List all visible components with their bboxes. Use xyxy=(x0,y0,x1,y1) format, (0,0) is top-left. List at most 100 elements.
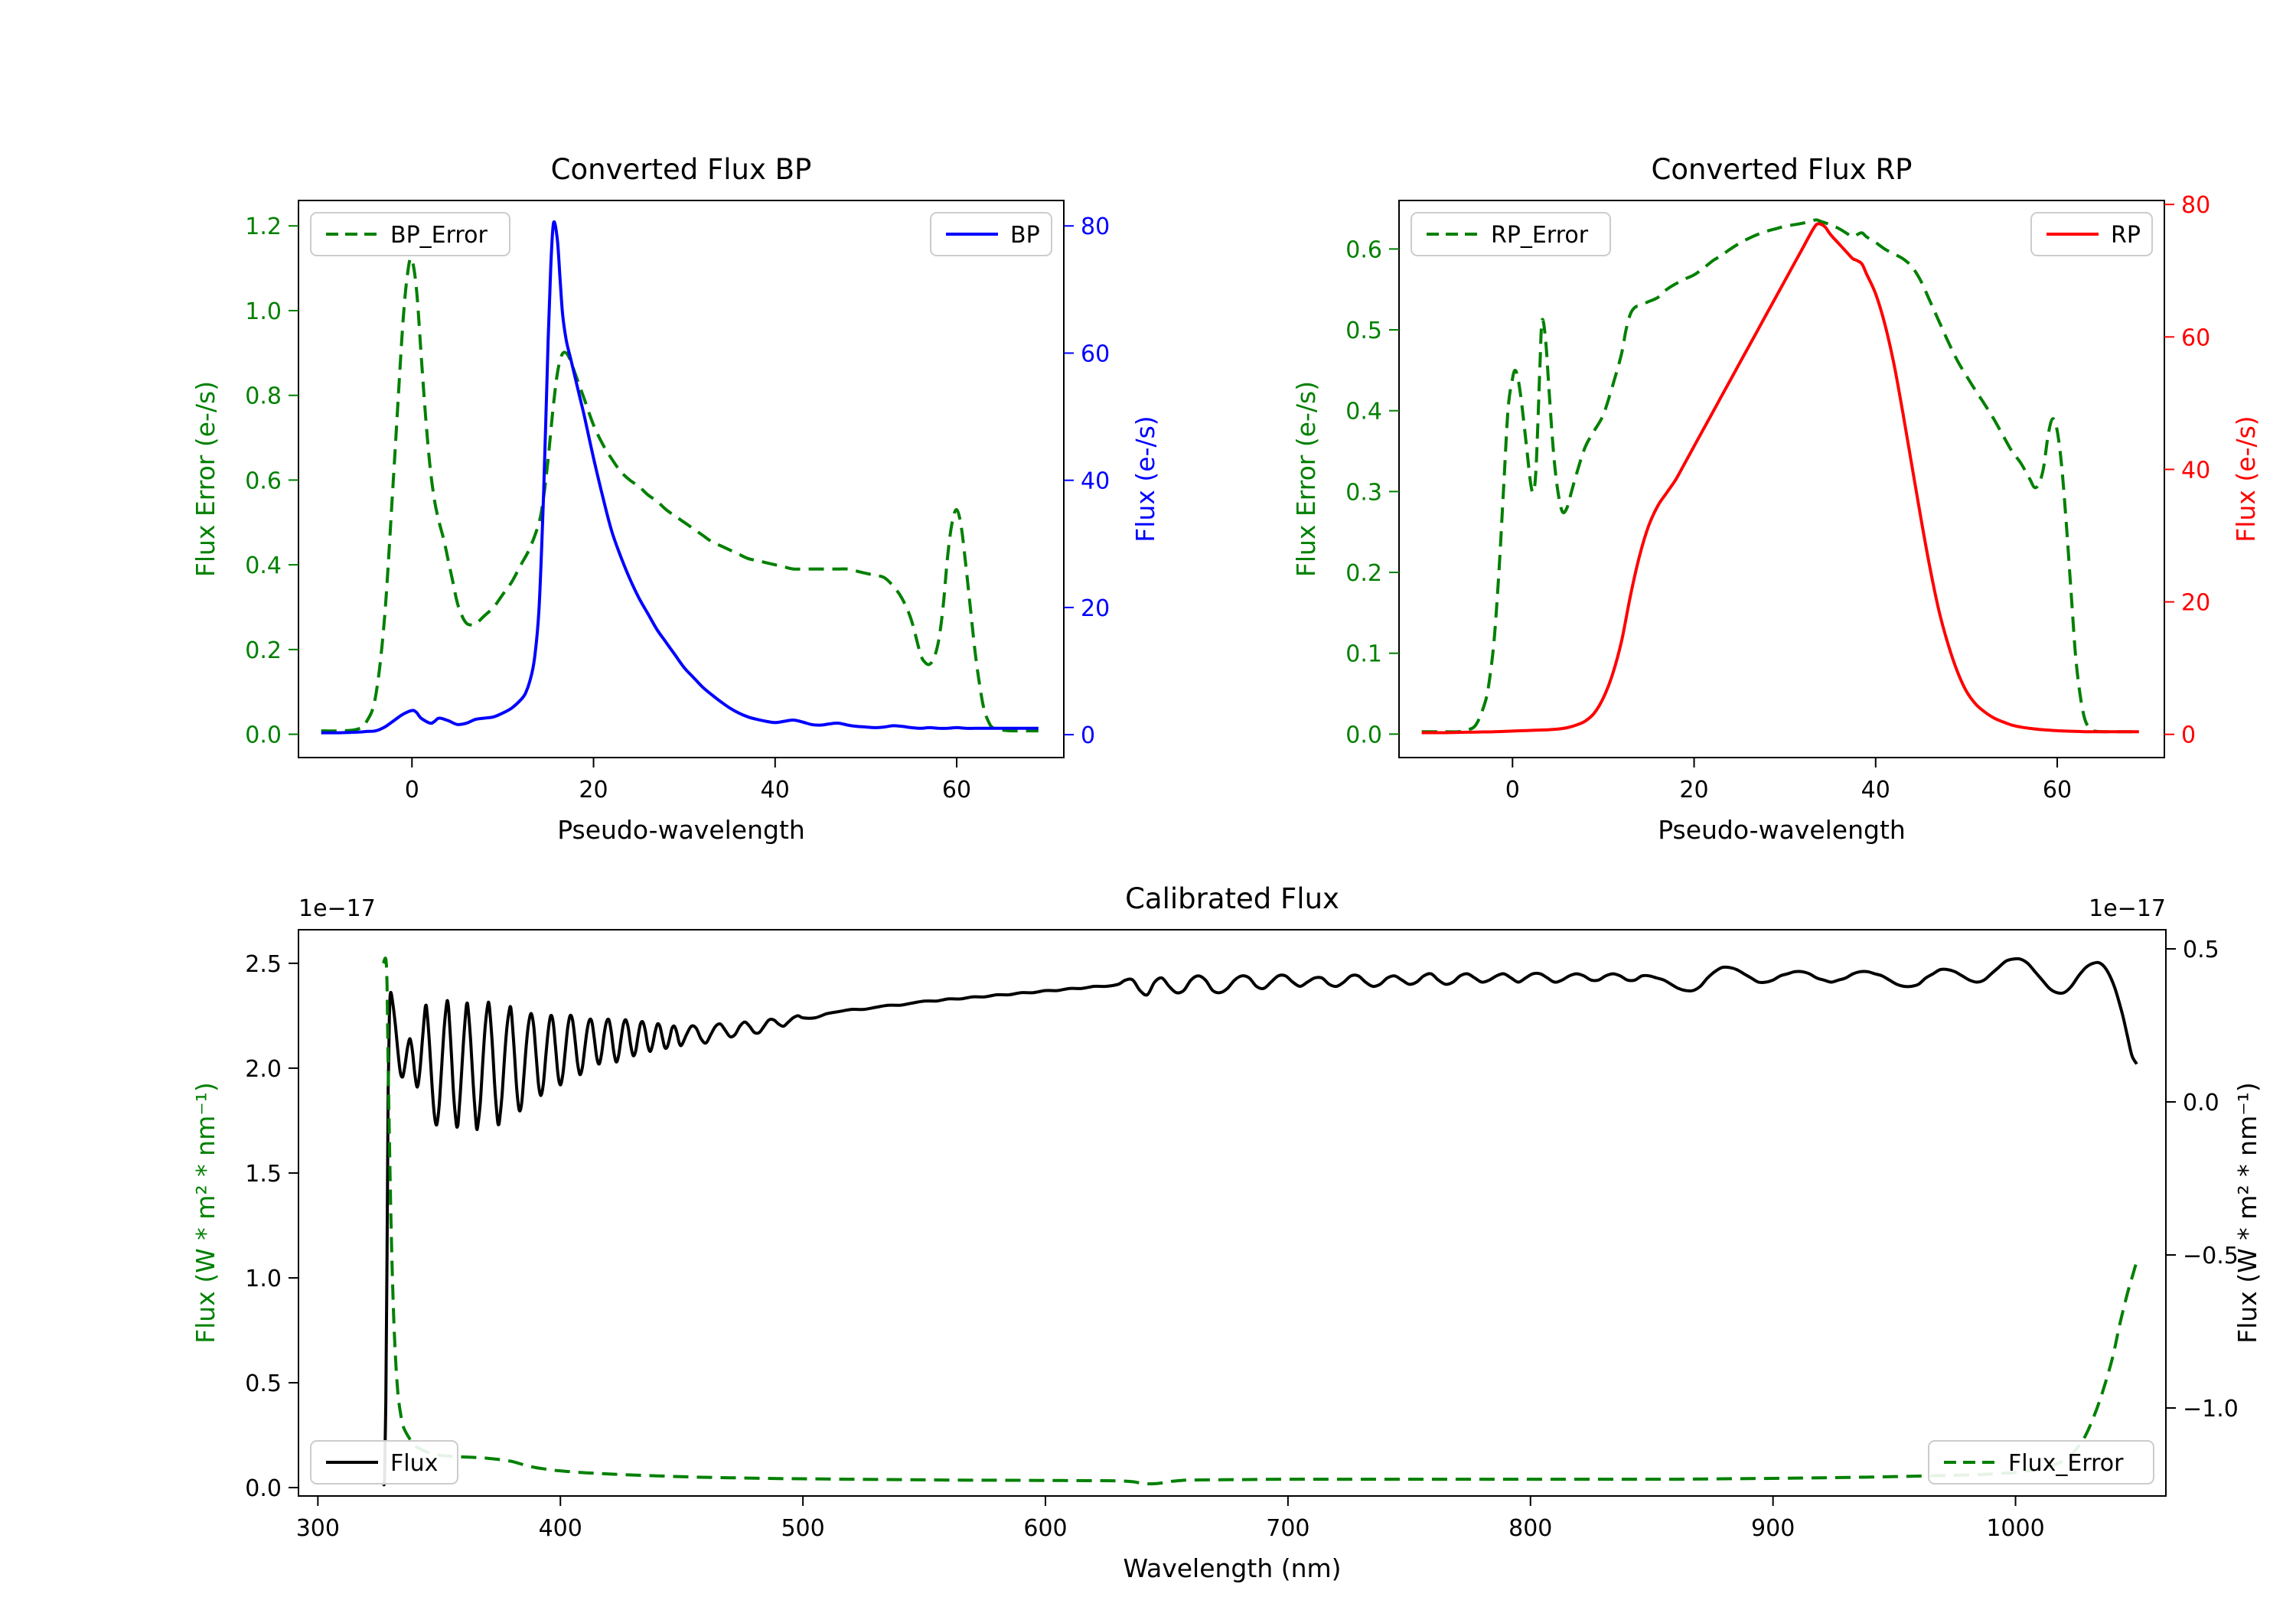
legend-box xyxy=(1411,212,1611,256)
cal-axes-frame xyxy=(298,929,2167,1497)
cal-chart: 300 400 500 600 700 800 900 1000 Wavelength (nm)… xyxy=(191,882,2262,1583)
bp-right-y-axis: 0 20 40 60 80 Flux (e-/s) xyxy=(1064,213,1160,749)
x-tick-label: 900 xyxy=(1751,1515,1795,1542)
bp-left-y-axis-label: Flux Error (e-/s) xyxy=(191,381,220,577)
x-tick-label: 20 xyxy=(1679,777,1708,803)
flux-line xyxy=(381,957,2138,1487)
rp-axes-frame xyxy=(1398,200,2165,758)
legend-flux: Flux xyxy=(310,1440,458,1485)
x-tick-label: 20 xyxy=(579,777,608,803)
y-tick-label: 0 xyxy=(1081,722,1095,749)
y-tick-label: −1.0 xyxy=(2183,1396,2239,1423)
y-tick-label: 20 xyxy=(1081,595,1110,622)
y-tick-label: 0.5 xyxy=(1345,318,1382,344)
y-tick-label: 20 xyxy=(2181,590,2210,617)
y-tick-label: 80 xyxy=(2181,192,2210,219)
x-tick-label: 1000 xyxy=(1986,1515,2044,1542)
y-tick-label: 60 xyxy=(2181,324,2210,351)
cal-left-y-axis: 0.0 0.5 1.0 1.5 2.0 2.5 Flux (W * m² * nm⁻¹) 1e… xyxy=(191,895,376,1502)
bp-axes-frame xyxy=(298,200,1065,758)
rp-left-y-axis: 0.0 0.1 0.2 0.3 0.4 0.5 0.6 Flux Error (e-/s) xyxy=(1291,236,1399,748)
rp-series-group xyxy=(1421,218,2139,735)
rp-error-line xyxy=(1421,218,2139,734)
bp-x-axis-label: Pseudo-wavelength xyxy=(557,815,805,845)
y-tick-label: 0.0 xyxy=(2183,1090,2219,1116)
legend-rp: RP xyxy=(2030,212,2153,256)
y-tick-label: 0.1 xyxy=(1345,641,1382,668)
y-tick-label: 1.0 xyxy=(245,1266,282,1292)
bp-error-line xyxy=(321,256,1039,733)
legend-box xyxy=(310,212,510,256)
legend-label: Flux_Error xyxy=(2008,1450,2124,1477)
y-tick-label: 0.4 xyxy=(1345,399,1382,425)
rp-title: Converted Flux RP xyxy=(1651,153,1912,186)
x-tick-label: 800 xyxy=(1508,1515,1552,1542)
y-tick-label: 0.5 xyxy=(2183,937,2219,963)
cal-right-y-axis-label: Flux (W * m² * nm⁻¹) xyxy=(2232,1082,2262,1344)
x-tick-label: 0 xyxy=(1505,777,1520,803)
x-tick-label: 300 xyxy=(296,1515,340,1542)
x-tick-label: 500 xyxy=(781,1515,824,1542)
y-tick-label: 40 xyxy=(2181,457,2210,484)
y-tick-label: −0.5 xyxy=(2183,1243,2239,1269)
legend-label: BP_Error xyxy=(390,222,488,249)
y-tick-label: 2.5 xyxy=(245,951,282,978)
x-tick-label: 60 xyxy=(942,777,971,803)
legend-bp-error: BP_Error xyxy=(310,212,510,256)
legend-label: RP xyxy=(2111,222,2141,249)
bp-series-group xyxy=(321,220,1039,735)
y-tick-label: 0.6 xyxy=(245,468,282,494)
y-tick-label: 40 xyxy=(1081,468,1110,495)
y-tick-label: 0.3 xyxy=(1345,479,1382,506)
legend-rp-error: RP_Error xyxy=(1411,212,1611,256)
legend-label: RP_Error xyxy=(1491,222,1589,249)
cal-title: Calibrated Flux xyxy=(1125,882,1339,915)
x-tick-label: 40 xyxy=(1861,777,1890,803)
y-tick-label: 2.0 xyxy=(245,1056,282,1083)
y-tick-label: 0.2 xyxy=(245,637,282,664)
cal-x-axis: 300 400 500 600 700 800 900 1000 Wavelength (nm) xyxy=(296,1496,2045,1583)
y-tick-label: 0.2 xyxy=(1345,560,1382,587)
y-tick-label: 0.6 xyxy=(1345,236,1382,263)
rp-line xyxy=(1421,222,2139,735)
y-tick-label: 0.5 xyxy=(245,1370,282,1397)
y-tick-label: 0.0 xyxy=(245,1475,282,1502)
bp-left-y-axis: 0.0 0.2 0.4 0.6 0.8 1.0 1.2 Flux Error (e-/s) xyxy=(191,213,298,749)
cal-series-group xyxy=(381,957,2138,1487)
cal-right-y-axis: 0.5 0.0 −0.5 −1.0 Flux (W * m² * nm⁻¹) 1e−17 xyxy=(2089,895,2262,1423)
y-tick-label: 1.5 xyxy=(245,1161,282,1188)
cal-left-y-axis-label: Flux (W * m² * nm⁻¹) xyxy=(191,1082,220,1344)
y-tick-label: 0 xyxy=(2181,722,2196,749)
bp-line xyxy=(321,220,1039,735)
cal-x-axis-label: Wavelength (nm) xyxy=(1123,1553,1341,1583)
y-tick-label: 60 xyxy=(1081,341,1110,367)
legend-flux-error: Flux_Error xyxy=(1928,1440,2154,1485)
y-tick-label: 1.0 xyxy=(245,298,282,325)
rp-x-axis-label: Pseudo-wavelength xyxy=(1658,815,1906,845)
rp-right-y-axis-label: Flux (e-/s) xyxy=(2231,416,2261,542)
y-tick-label: 0.8 xyxy=(245,383,282,410)
cal-right-offset-text: 1e−17 xyxy=(2089,895,2166,922)
x-tick-label: 0 xyxy=(405,777,419,803)
rp-right-y-axis: 0 20 40 60 80 Flux (e-/s) xyxy=(2164,192,2261,749)
bp-right-y-axis-label: Flux (e-/s) xyxy=(1130,416,1160,542)
y-tick-label: 0.0 xyxy=(1345,722,1382,748)
bp-chart: 0 20 40 60 Pseudo-wavelength 0.0 0.2 0.4 0.6 0.8 1… xyxy=(191,153,1160,845)
legend-box xyxy=(310,1440,458,1485)
legend-box xyxy=(1928,1440,2154,1485)
y-tick-label: 0.4 xyxy=(245,552,282,579)
legend-label: BP xyxy=(1010,222,1040,249)
x-tick-label: 40 xyxy=(761,777,790,803)
x-tick-label: 400 xyxy=(539,1515,582,1542)
x-tick-label: 600 xyxy=(1023,1515,1067,1542)
rp-left-y-axis-label: Flux Error (e-/s) xyxy=(1291,381,1321,577)
cal-left-offset-text: 1e−17 xyxy=(298,895,376,922)
y-tick-label: 1.2 xyxy=(245,213,282,240)
legend-label: Flux xyxy=(390,1450,438,1477)
x-tick-label: 700 xyxy=(1266,1515,1309,1542)
bp-x-axis: 0 20 40 60 Pseudo-wavelength xyxy=(405,758,971,845)
y-tick-label: 0.0 xyxy=(245,722,282,749)
bp-title: Converted Flux BP xyxy=(551,153,812,186)
